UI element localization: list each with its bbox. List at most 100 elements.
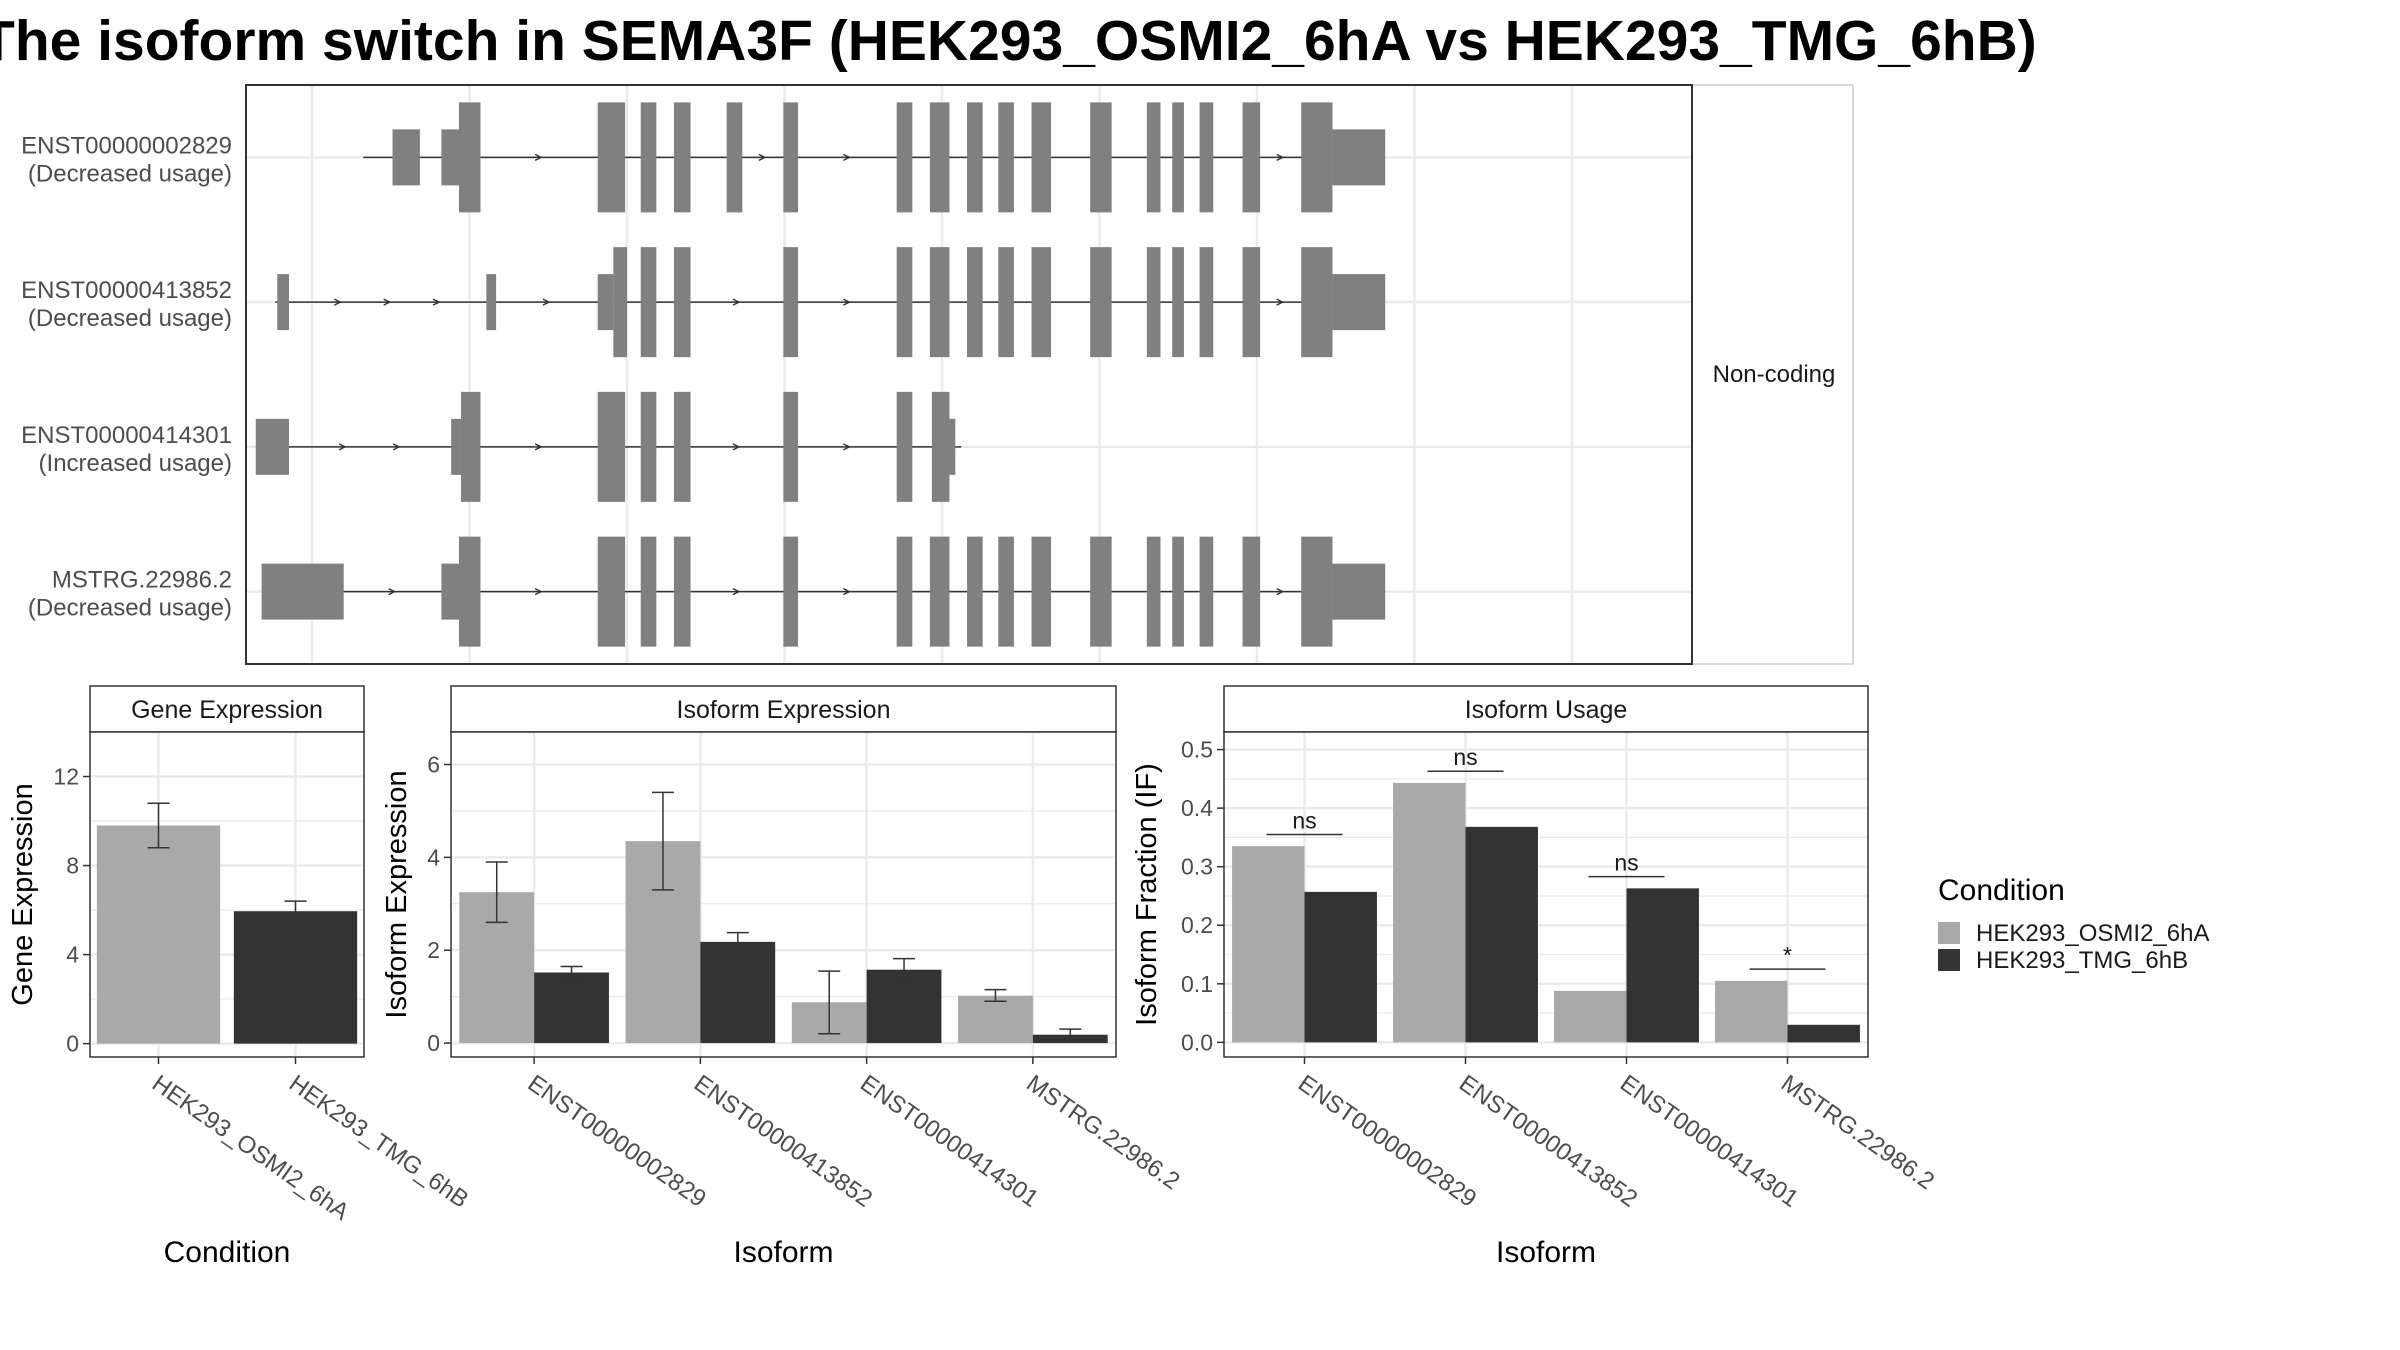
facet-label: Non-coding bbox=[1713, 361, 1836, 388]
exon bbox=[640, 391, 657, 502]
direction-chevron bbox=[1276, 587, 1285, 596]
chart-title: The isoform switch in SEMA3F (HEK293_OSM… bbox=[0, 9, 2037, 73]
y-tick-label: 0.1 bbox=[1181, 971, 1213, 997]
bar bbox=[1715, 980, 1788, 1043]
exon bbox=[1172, 102, 1184, 213]
exon bbox=[1242, 247, 1261, 358]
exon bbox=[783, 391, 799, 502]
direction-chevron bbox=[843, 153, 851, 162]
significance-label: ns bbox=[1292, 807, 1316, 833]
exon bbox=[640, 102, 657, 213]
direction-chevron bbox=[388, 587, 397, 596]
bar bbox=[233, 911, 358, 1044]
facet-strip bbox=[450, 685, 1117, 733]
bar bbox=[1554, 990, 1627, 1043]
transcript-ENST00000414301: ENST00000414301(Increased usage) bbox=[21, 391, 962, 502]
exon bbox=[277, 274, 289, 331]
significance-label: ns bbox=[1614, 850, 1638, 876]
exon bbox=[1199, 247, 1214, 358]
exon bbox=[896, 102, 913, 213]
facet-strip bbox=[1223, 685, 1869, 733]
exon bbox=[1090, 102, 1112, 213]
exon bbox=[1242, 102, 1261, 213]
legend-key bbox=[1938, 922, 1960, 944]
exon bbox=[1301, 102, 1333, 213]
exon bbox=[1146, 102, 1161, 213]
transcript-label: ENST00000002829 bbox=[21, 132, 232, 159]
x-axis-title: Isoform bbox=[1496, 1236, 1596, 1269]
legend-key bbox=[1938, 949, 1960, 971]
transcript-label: ENST00000413852 bbox=[21, 277, 232, 304]
y-tick-label: 8 bbox=[66, 853, 79, 879]
direction-chevron bbox=[843, 443, 851, 451]
exon bbox=[597, 391, 626, 502]
y-tick-label: 0.3 bbox=[1181, 854, 1213, 880]
exon bbox=[949, 418, 956, 475]
exon bbox=[1199, 536, 1214, 647]
transcript-usage-label: (Increased usage) bbox=[39, 450, 232, 477]
transcript-ENST00000413852: ENST00000413852(Decreased usage) bbox=[21, 247, 1386, 358]
direction-chevron bbox=[843, 587, 851, 596]
y-tick-label: 0.0 bbox=[1181, 1029, 1213, 1055]
exon bbox=[458, 102, 481, 213]
exon bbox=[673, 247, 691, 358]
x-tick-label: MSTRG.22986.2 bbox=[1021, 1070, 1184, 1195]
exon bbox=[1172, 247, 1184, 358]
direction-chevron bbox=[338, 443, 347, 451]
bar bbox=[958, 995, 1033, 1044]
direction-chevron bbox=[534, 443, 543, 451]
direction-chevron bbox=[732, 587, 741, 596]
y-axis-title: Isoform Expression bbox=[381, 770, 413, 1018]
panel-border bbox=[245, 84, 1693, 665]
legend-label: HEK293_OSMI2_6hA bbox=[1976, 920, 2209, 947]
legend-label: HEK293_TMG_6hB bbox=[1976, 947, 2188, 974]
exon bbox=[929, 247, 950, 358]
x-tick-label: ENST00000002829 bbox=[523, 1070, 711, 1213]
bar bbox=[700, 941, 776, 1044]
exon bbox=[1031, 247, 1052, 358]
y-tick-label: 6 bbox=[427, 752, 440, 778]
y-tick-label: 2 bbox=[427, 937, 440, 963]
bar bbox=[1787, 1024, 1860, 1043]
x-tick-label: ENST00000413852 bbox=[689, 1070, 877, 1213]
exon bbox=[613, 247, 628, 358]
y-tick-label: 12 bbox=[53, 764, 79, 790]
isoform-expression-panel: Isoform ExpressionENST00000002829ENST000… bbox=[381, 685, 1184, 1269]
legend-title: Condition bbox=[1938, 874, 2065, 907]
panel-title: Isoform Expression bbox=[677, 696, 891, 724]
transcript-usage-label: (Decreased usage) bbox=[28, 305, 232, 332]
transcript-label: MSTRG.22986.2 bbox=[52, 567, 232, 594]
bar bbox=[1626, 888, 1699, 1043]
exon bbox=[783, 536, 799, 647]
exon bbox=[1172, 536, 1184, 647]
significance-label: * bbox=[1783, 942, 1792, 968]
exon bbox=[441, 563, 459, 620]
exon bbox=[1031, 102, 1052, 213]
y-axis-title: Isoform Fraction (IF) bbox=[1131, 763, 1163, 1026]
exon bbox=[1332, 129, 1386, 186]
direction-chevron bbox=[334, 298, 342, 306]
exon bbox=[673, 102, 691, 213]
direction-chevron bbox=[392, 443, 401, 451]
x-tick-label: ENST00000414301 bbox=[855, 1070, 1043, 1213]
exon bbox=[896, 536, 913, 647]
y-tick-label: 0 bbox=[427, 1030, 440, 1056]
direction-chevron bbox=[432, 298, 441, 306]
bar bbox=[1393, 782, 1466, 1043]
exon bbox=[1332, 563, 1386, 620]
exon bbox=[1090, 247, 1112, 358]
exon bbox=[255, 418, 289, 475]
y-axis-title: Gene Expression bbox=[7, 783, 39, 1005]
transcript-ENST00000002829: ENST00000002829(Decreased usage) bbox=[21, 102, 1386, 213]
transcript-usage-label: (Decreased usage) bbox=[28, 160, 232, 187]
x-tick-label: ENST00000413852 bbox=[1454, 1070, 1642, 1213]
exon bbox=[896, 247, 913, 358]
direction-chevron bbox=[843, 298, 851, 306]
direction-chevron bbox=[732, 298, 741, 306]
exon bbox=[261, 563, 344, 620]
y-tick-label: 0.2 bbox=[1181, 912, 1213, 938]
exon bbox=[967, 102, 983, 213]
y-tick-label: 0.4 bbox=[1181, 795, 1213, 821]
direction-chevron bbox=[732, 443, 741, 451]
